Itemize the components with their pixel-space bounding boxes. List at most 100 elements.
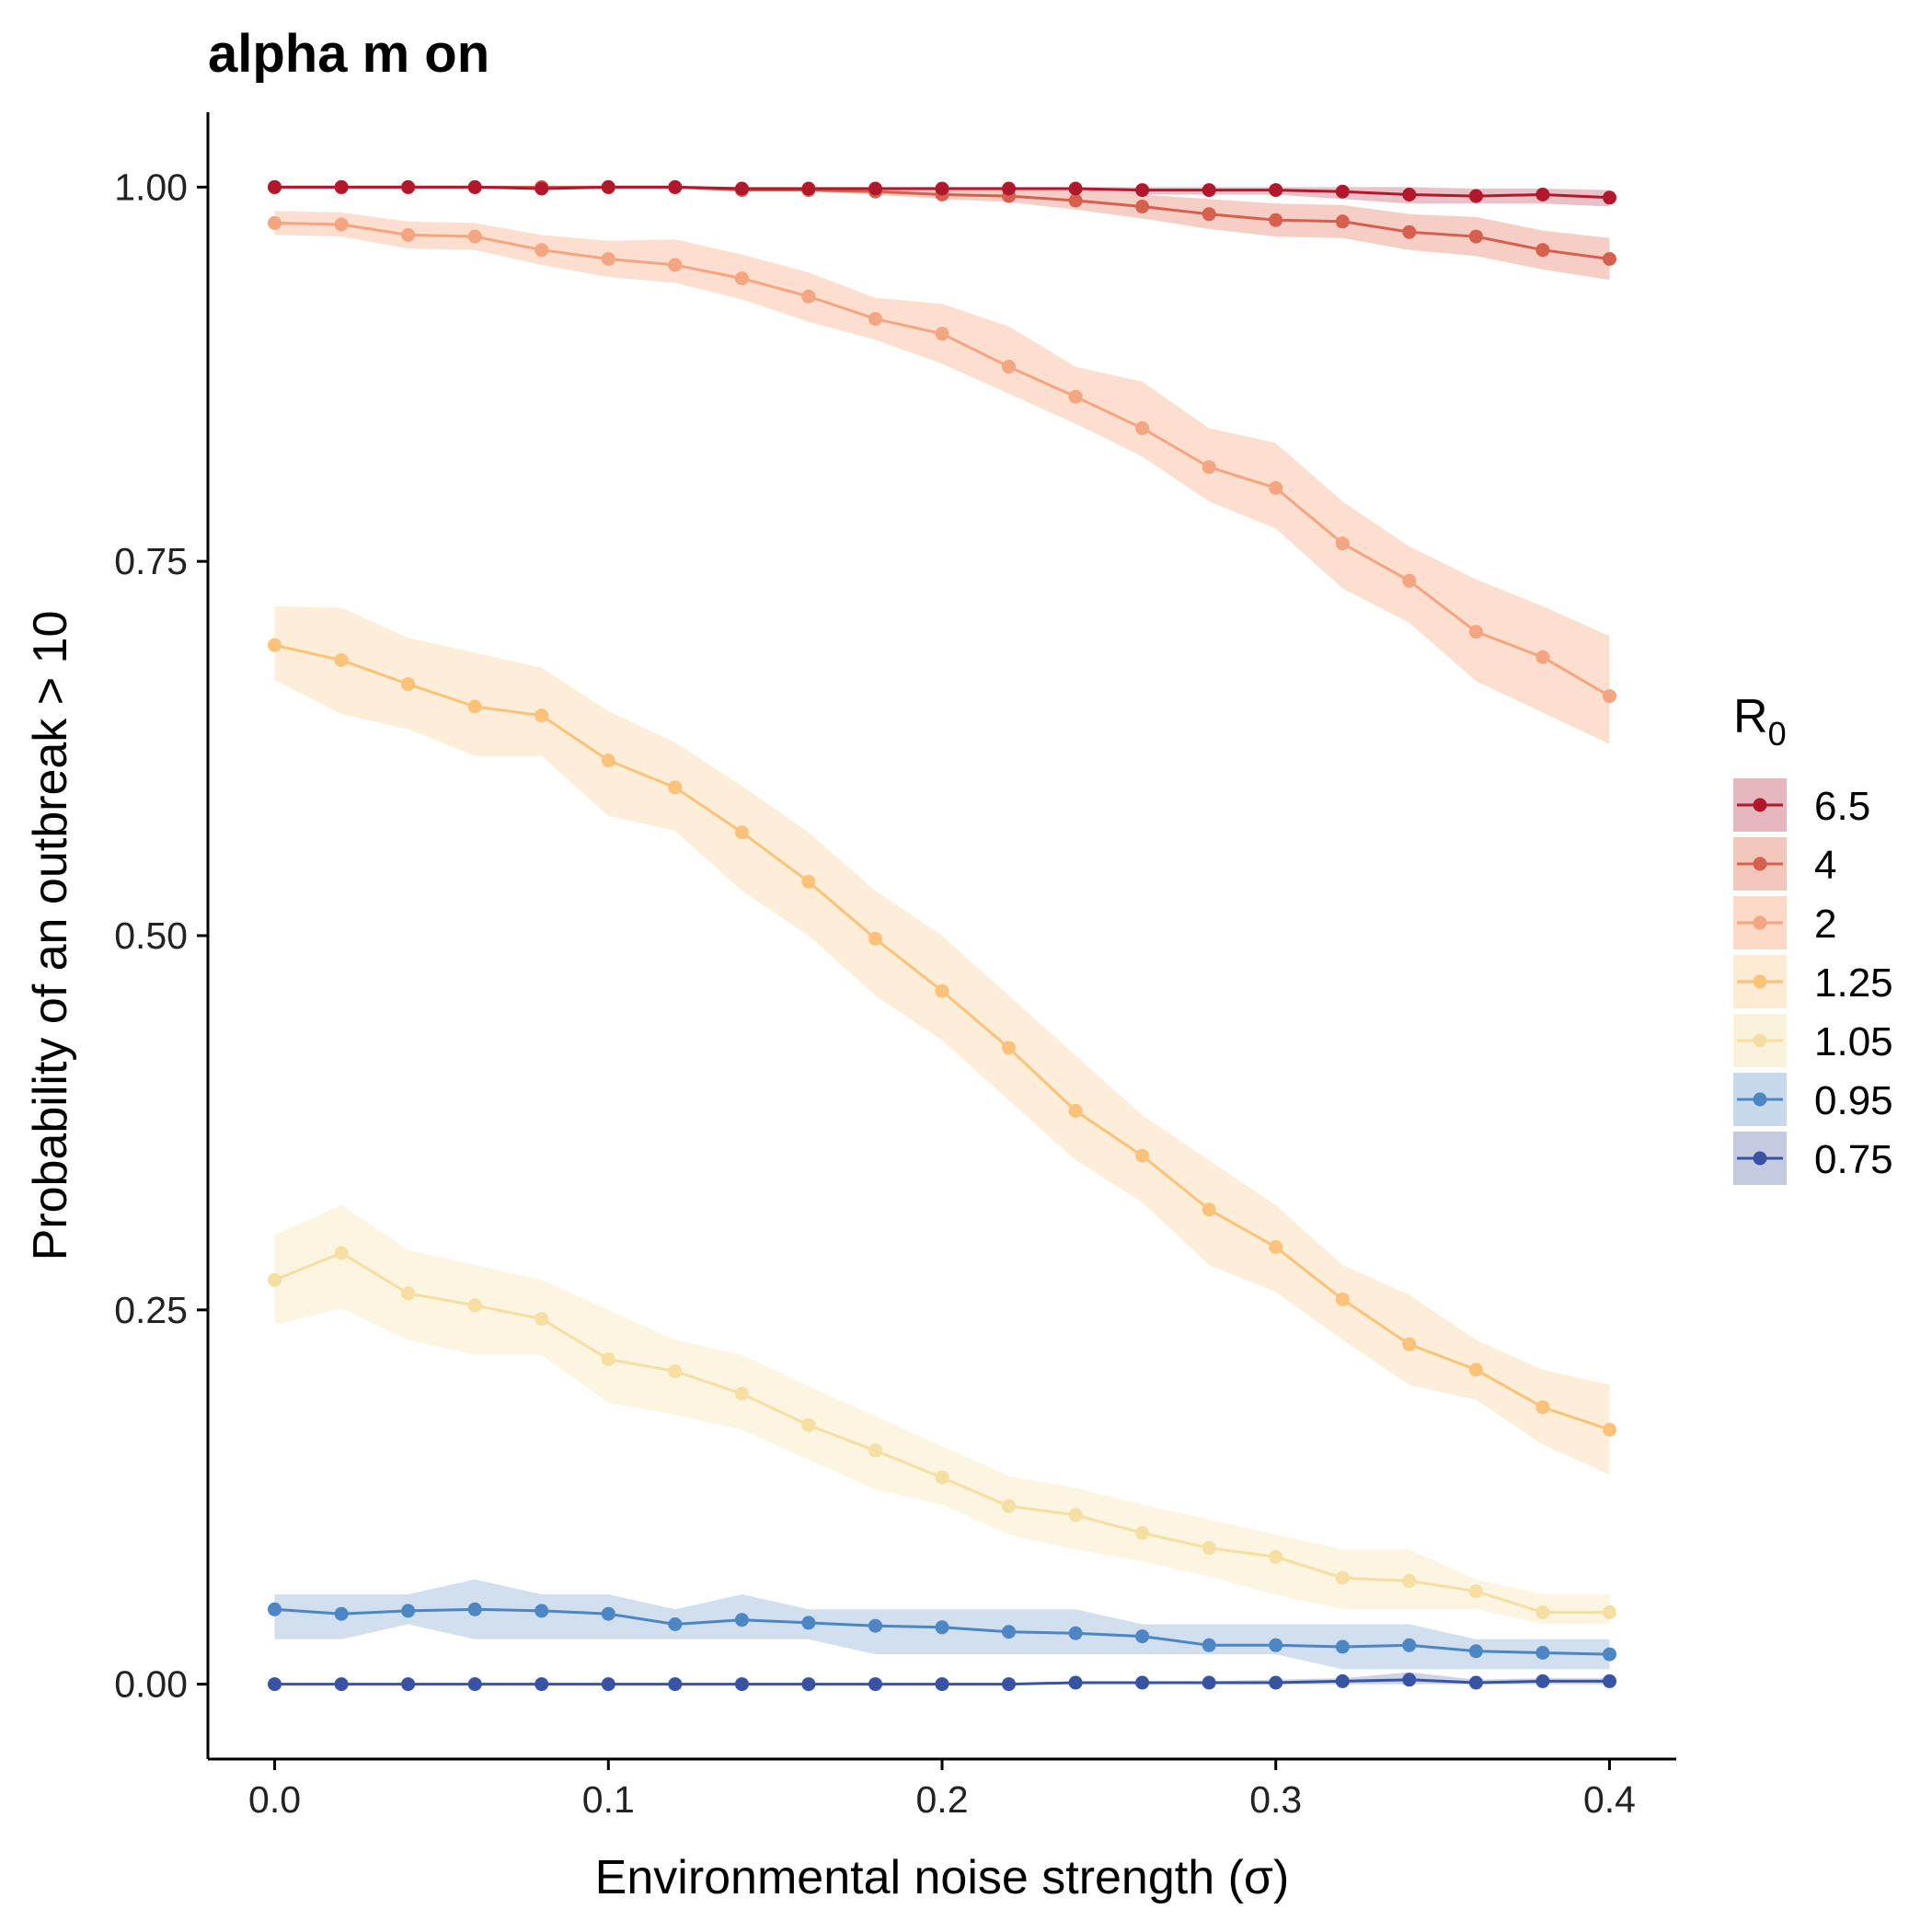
y-tick-label: 0.75 — [114, 540, 188, 582]
legend-key-point — [1753, 1151, 1767, 1166]
legend-keys: 6.5 4 2 1.25 1.05 0.95 0.75 — [1733, 778, 1893, 1185]
data-point-0.75 — [1269, 1675, 1283, 1690]
data-point-6.5 — [868, 181, 882, 196]
data-point-0.75 — [1202, 1675, 1216, 1690]
data-point-4 — [1468, 229, 1483, 244]
data-point-1.25 — [1535, 1400, 1550, 1415]
data-point-6.5 — [601, 179, 615, 194]
data-point-1.05 — [668, 1364, 683, 1378]
band-4 — [274, 187, 1610, 281]
data-point-0.75 — [801, 1677, 816, 1692]
band-1.25 — [274, 606, 1610, 1475]
data-point-1.05 — [601, 1352, 615, 1366]
data-point-0.75 — [1335, 1673, 1350, 1688]
data-point-2 — [268, 215, 282, 230]
data-point-1.25 — [1269, 1240, 1283, 1254]
data-point-1.05 — [1468, 1584, 1483, 1599]
data-point-2 — [1135, 420, 1150, 435]
y-axis-title: Probability of an outbreak > 10 — [24, 611, 77, 1261]
data-point-6.5 — [1335, 184, 1350, 199]
x-tick-label: 0.2 — [916, 1778, 969, 1821]
data-point-0.75 — [268, 1677, 282, 1692]
data-point-1.05 — [467, 1298, 482, 1313]
data-point-1.25 — [668, 780, 683, 795]
data-point-1.05 — [1202, 1541, 1216, 1556]
data-point-1.25 — [935, 983, 949, 998]
data-point-6.5 — [1202, 183, 1216, 198]
y-tick-label: 0.00 — [114, 1663, 188, 1706]
data-point-2 — [868, 312, 882, 327]
legend-label: 2 — [1814, 902, 1836, 947]
data-point-1.25 — [868, 931, 882, 946]
data-point-2 — [601, 252, 615, 266]
legend-label: 4 — [1814, 843, 1836, 888]
data-point-0.75 — [1068, 1675, 1083, 1690]
data-point-1.05 — [1402, 1573, 1417, 1588]
data-point-6.5 — [401, 179, 416, 194]
legend-label: 0.95 — [1814, 1078, 1893, 1123]
data-point-0.75 — [1535, 1673, 1550, 1688]
data-point-1.25 — [268, 638, 282, 652]
data-point-0.95 — [268, 1602, 282, 1616]
data-point-6.5 — [268, 179, 282, 194]
data-point-1.25 — [334, 653, 349, 668]
data-point-0.95 — [1468, 1644, 1483, 1659]
data-point-2 — [801, 289, 816, 304]
data-point-0.95 — [668, 1617, 683, 1631]
legend-label: 1.05 — [1814, 1019, 1893, 1064]
data-point-6.5 — [334, 179, 349, 194]
data-point-1.05 — [801, 1418, 816, 1432]
y-tick-label: 0.25 — [114, 1289, 188, 1331]
data-point-6.5 — [668, 179, 683, 194]
legend-label: 1.25 — [1814, 960, 1893, 1006]
data-point-1.25 — [734, 825, 749, 840]
data-point-1.25 — [801, 874, 816, 889]
data-point-1.25 — [1335, 1292, 1350, 1306]
data-point-0.95 — [1269, 1638, 1283, 1652]
data-point-1.25 — [1002, 1041, 1016, 1055]
data-point-2 — [1068, 389, 1083, 404]
data-point-4 — [1202, 207, 1216, 222]
data-point-0.75 — [868, 1677, 882, 1692]
data-point-1.05 — [935, 1470, 949, 1485]
data-point-6.5 — [734, 181, 749, 196]
data-point-6.5 — [1135, 183, 1150, 198]
data-point-0.75 — [535, 1677, 549, 1692]
data-point-0.95 — [1002, 1625, 1016, 1639]
series-points — [268, 179, 1616, 1692]
data-point-0.95 — [401, 1604, 416, 1618]
data-point-0.95 — [1135, 1629, 1150, 1644]
data-point-0.95 — [1535, 1646, 1550, 1660]
data-point-2 — [734, 271, 749, 286]
data-point-1.25 — [601, 753, 615, 768]
data-point-0.75 — [1603, 1673, 1616, 1688]
data-point-1.05 — [268, 1272, 282, 1287]
legend-title-subscript: 0 — [1768, 715, 1787, 753]
data-point-6.5 — [1002, 181, 1016, 196]
data-point-0.95 — [1202, 1638, 1216, 1652]
data-point-2 — [1603, 689, 1616, 704]
x-tick-label: 0.3 — [1249, 1778, 1302, 1821]
data-point-1.05 — [734, 1386, 749, 1401]
plot-area — [268, 179, 1616, 1692]
data-point-1.25 — [1468, 1363, 1483, 1377]
data-point-6.5 — [801, 181, 816, 196]
data-point-0.75 — [1002, 1677, 1016, 1692]
data-point-0.95 — [935, 1620, 949, 1635]
data-point-0.95 — [1603, 1647, 1616, 1662]
legend-key-point — [1753, 915, 1767, 930]
data-point-0.95 — [1068, 1626, 1083, 1640]
data-point-6.5 — [1468, 189, 1483, 203]
data-point-6.5 — [535, 181, 549, 196]
data-point-1.25 — [1135, 1148, 1150, 1163]
data-point-0.95 — [801, 1616, 816, 1630]
legend-key-point — [1753, 974, 1767, 989]
data-point-1.05 — [1068, 1508, 1083, 1523]
data-point-0.95 — [868, 1618, 882, 1633]
data-point-0.75 — [1402, 1673, 1417, 1687]
data-point-0.95 — [1335, 1639, 1350, 1654]
data-point-1.05 — [1535, 1605, 1550, 1619]
data-point-2 — [1202, 460, 1216, 475]
data-point-0.75 — [334, 1677, 349, 1692]
band-2 — [274, 211, 1610, 744]
